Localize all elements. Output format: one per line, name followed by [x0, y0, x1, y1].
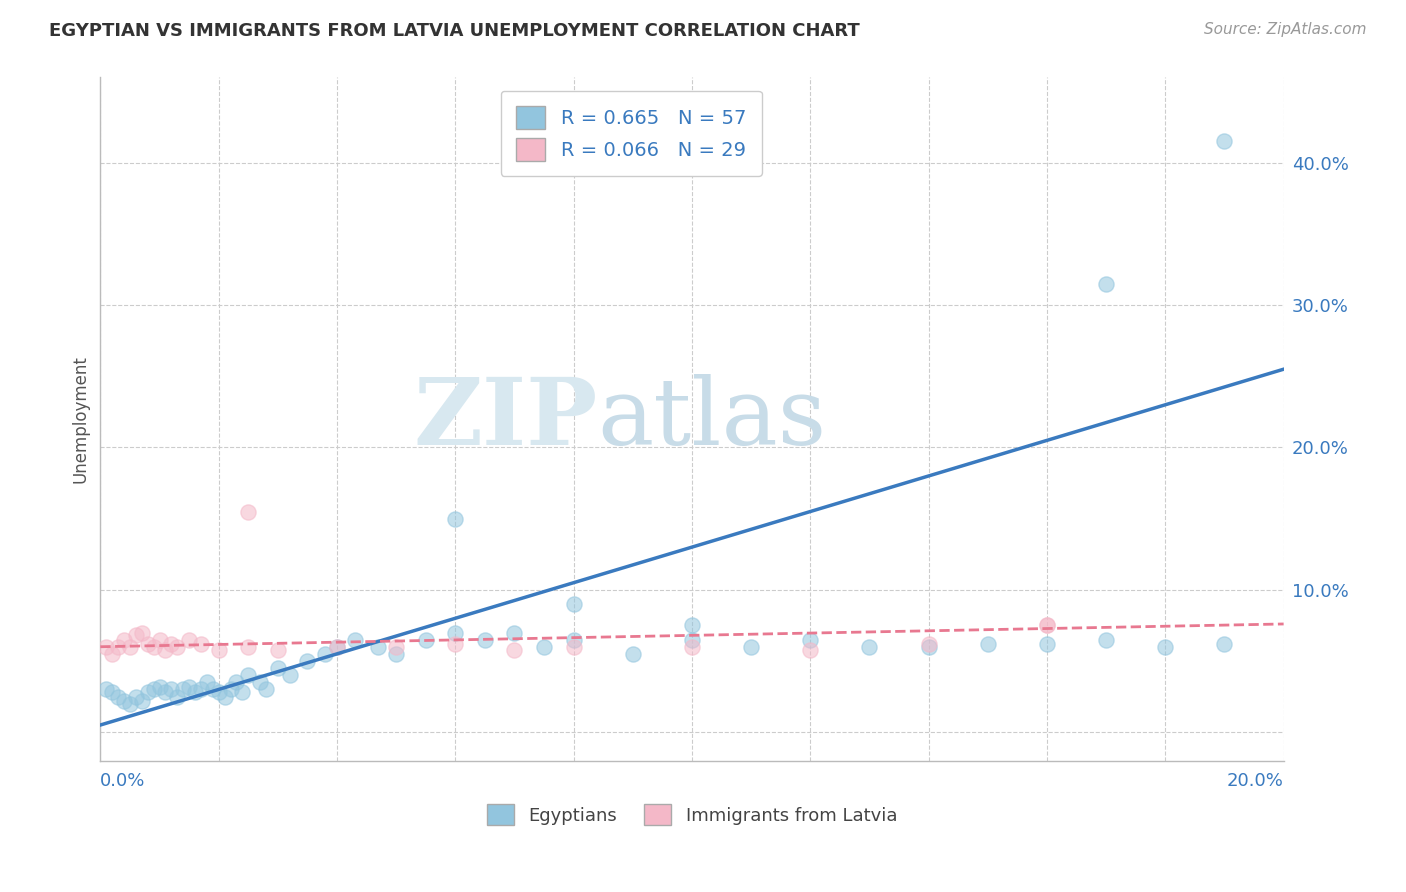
- Point: [343, 632, 366, 647]
- Point: [1213, 637, 1236, 651]
- Point: [231, 685, 253, 699]
- Point: [112, 632, 135, 647]
- Point: [254, 682, 277, 697]
- Point: [238, 504, 260, 518]
- Point: [444, 625, 467, 640]
- Point: [297, 654, 319, 668]
- Point: [219, 682, 242, 697]
- Y-axis label: Unemployment: Unemployment: [72, 355, 89, 483]
- Point: [681, 640, 703, 654]
- Legend: Egyptians, Immigrants from Latvia: Egyptians, Immigrants from Latvia: [479, 797, 904, 832]
- Point: [136, 685, 159, 699]
- Point: [118, 697, 141, 711]
- Point: [1154, 640, 1177, 654]
- Point: [225, 675, 247, 690]
- Point: [118, 640, 141, 654]
- Point: [201, 682, 224, 697]
- Point: [278, 668, 301, 682]
- Text: 0.0%: 0.0%: [100, 772, 146, 790]
- Point: [101, 685, 124, 699]
- Point: [142, 682, 165, 697]
- Point: [190, 682, 212, 697]
- Text: 20.0%: 20.0%: [1227, 772, 1284, 790]
- Point: [385, 647, 408, 661]
- Point: [385, 640, 408, 654]
- Point: [799, 642, 821, 657]
- Point: [166, 640, 188, 654]
- Point: [799, 632, 821, 647]
- Point: [155, 685, 177, 699]
- Point: [131, 625, 153, 640]
- Point: [177, 680, 200, 694]
- Point: [249, 675, 271, 690]
- Text: Source: ZipAtlas.com: Source: ZipAtlas.com: [1204, 22, 1367, 37]
- Point: [96, 682, 118, 697]
- Point: [238, 640, 260, 654]
- Point: [112, 694, 135, 708]
- Point: [740, 640, 762, 654]
- Point: [533, 640, 555, 654]
- Point: [681, 618, 703, 632]
- Point: [621, 647, 644, 661]
- Point: [681, 632, 703, 647]
- Point: [131, 694, 153, 708]
- Point: [444, 511, 467, 525]
- Text: EGYPTIAN VS IMMIGRANTS FROM LATVIA UNEMPLOYMENT CORRELATION CHART: EGYPTIAN VS IMMIGRANTS FROM LATVIA UNEMP…: [49, 22, 860, 40]
- Point: [858, 640, 880, 654]
- Point: [415, 632, 437, 647]
- Point: [148, 680, 170, 694]
- Point: [172, 682, 194, 697]
- Point: [503, 642, 526, 657]
- Point: [208, 685, 231, 699]
- Point: [367, 640, 389, 654]
- Point: [160, 637, 183, 651]
- Point: [562, 632, 585, 647]
- Point: [1095, 632, 1118, 647]
- Point: [917, 640, 939, 654]
- Point: [166, 690, 188, 704]
- Point: [107, 640, 129, 654]
- Point: [267, 661, 290, 675]
- Point: [107, 690, 129, 704]
- Point: [195, 675, 218, 690]
- Point: [142, 640, 165, 654]
- Point: [155, 642, 177, 657]
- Point: [917, 637, 939, 651]
- Point: [125, 628, 148, 642]
- Point: [214, 690, 236, 704]
- Point: [503, 625, 526, 640]
- Point: [474, 632, 496, 647]
- Point: [1036, 637, 1059, 651]
- Point: [190, 637, 212, 651]
- Point: [125, 690, 148, 704]
- Point: [136, 637, 159, 651]
- Point: [177, 632, 200, 647]
- Text: ZIP: ZIP: [413, 374, 598, 464]
- Point: [1036, 618, 1059, 632]
- Point: [326, 640, 349, 654]
- Point: [160, 682, 183, 697]
- Point: [977, 637, 1000, 651]
- Point: [96, 640, 118, 654]
- Point: [1036, 618, 1059, 632]
- Point: [208, 642, 231, 657]
- Point: [326, 640, 349, 654]
- Point: [444, 637, 467, 651]
- Point: [314, 647, 336, 661]
- Point: [1095, 277, 1118, 291]
- Point: [184, 685, 207, 699]
- Point: [562, 597, 585, 611]
- Point: [148, 632, 170, 647]
- Point: [562, 640, 585, 654]
- Point: [101, 647, 124, 661]
- Text: atlas: atlas: [598, 374, 827, 464]
- Point: [267, 642, 290, 657]
- Point: [1213, 135, 1236, 149]
- Point: [238, 668, 260, 682]
